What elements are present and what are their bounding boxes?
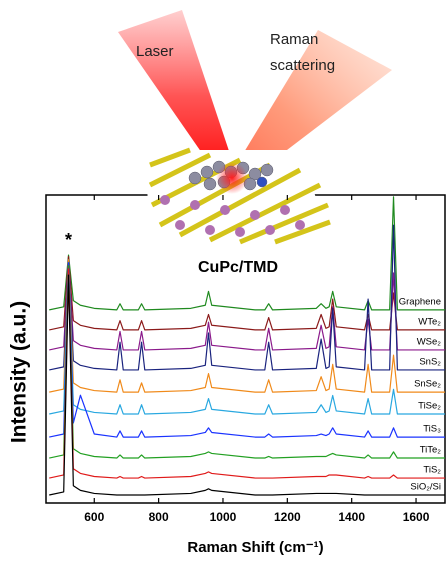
beam-label: Raman <box>270 31 318 48</box>
spectrum-line <box>49 274 445 496</box>
spectrum-line <box>49 196 445 311</box>
illustration <box>118 10 392 245</box>
legend-label: SnSe₂ <box>414 379 441 390</box>
beam-label: Laser <box>136 43 174 60</box>
x-tick-label: 600 <box>84 510 104 524</box>
x-tick-label: 1400 <box>338 510 365 524</box>
x-tick-label: 1000 <box>210 510 237 524</box>
inset-label: CuPc/TMD <box>198 259 278 276</box>
legend-label: WTe₂ <box>418 316 441 327</box>
laser-spot <box>216 162 248 194</box>
lattice-atoms <box>160 195 305 237</box>
spectrum-line <box>49 262 445 438</box>
spectrum-line <box>49 268 445 479</box>
beam-label: scattering <box>270 57 335 74</box>
laser-beam <box>118 10 238 182</box>
spectrum-line <box>49 224 445 371</box>
spectrum-line <box>49 262 445 415</box>
legend-label: SnS₂ <box>419 356 441 367</box>
x-axis-title: Raman Shift (cm⁻¹) <box>187 539 323 556</box>
x-tick-label: 800 <box>149 510 169 524</box>
x-tick-label: 1200 <box>274 510 301 524</box>
legend-label: TiSe₂ <box>418 401 441 412</box>
lattice-bg <box>145 150 330 240</box>
spectrum-line <box>49 265 445 459</box>
legend-label: TiS₂ <box>423 465 441 476</box>
legend-label: SiO₂/Si <box>410 482 441 493</box>
raman-beam <box>232 30 392 182</box>
x-tick-label: 1600 <box>403 510 430 524</box>
legend-label: Graphene <box>399 296 441 307</box>
legend-label: TiTe₂ <box>420 445 442 456</box>
legend-label: WSe₂ <box>417 336 442 347</box>
y-axis-title: Intensity (a.u.) <box>8 301 31 443</box>
legend-label: TiS₃ <box>423 424 441 435</box>
peak-marker: * <box>65 230 72 250</box>
spectrum-line <box>49 259 445 393</box>
